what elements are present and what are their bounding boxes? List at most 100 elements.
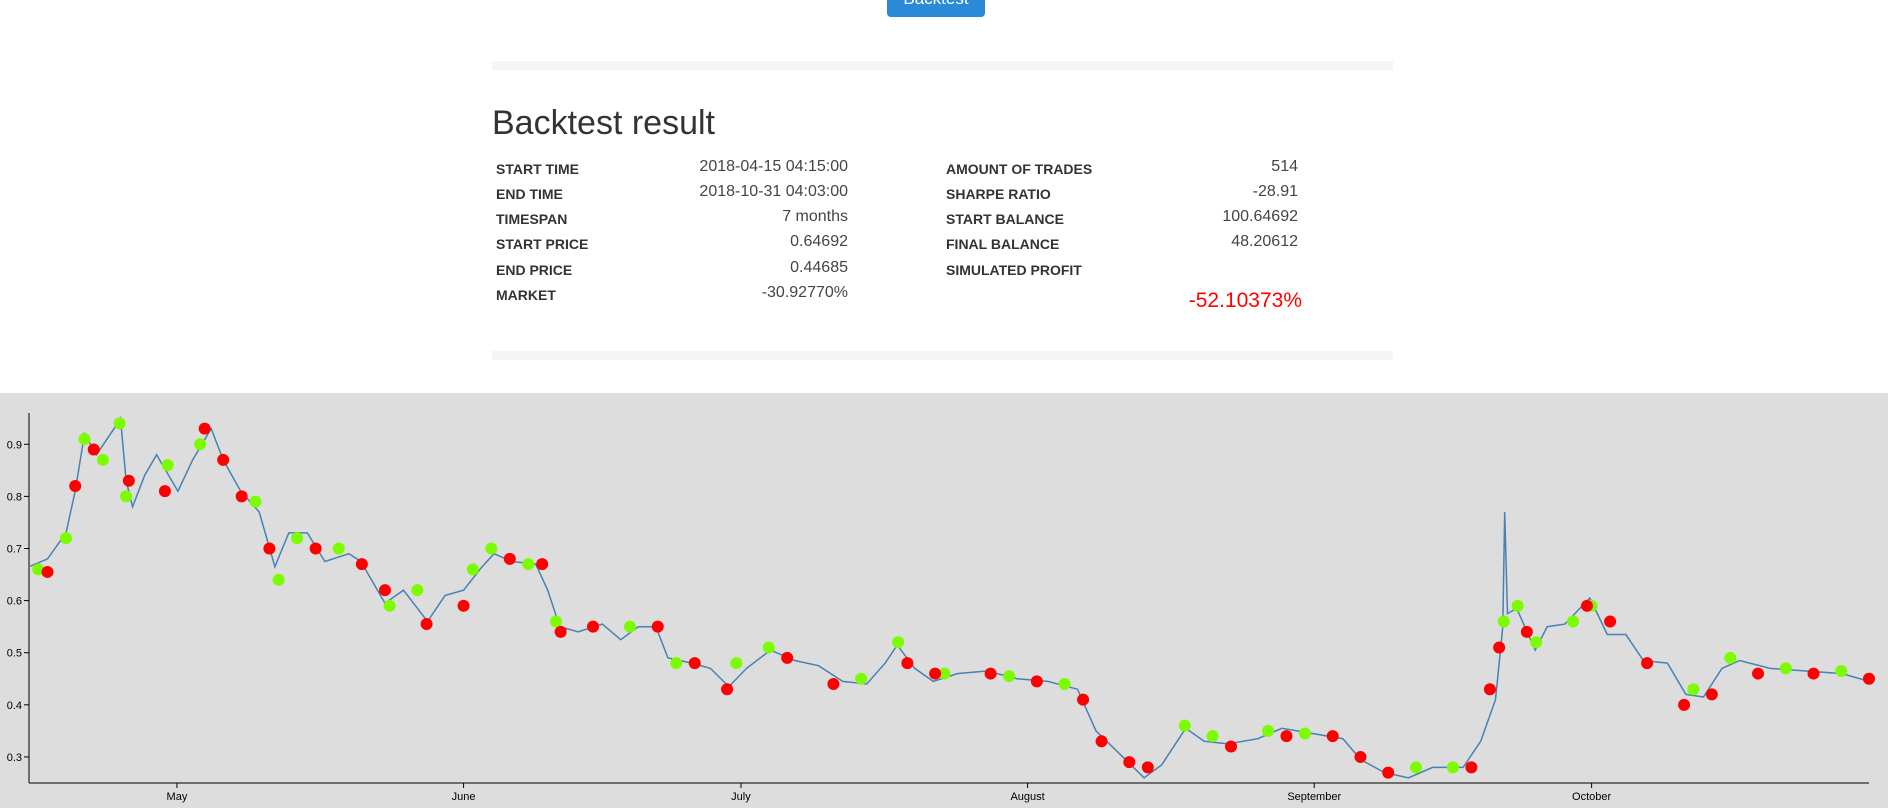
stat-label: END TIME [496, 186, 563, 202]
x-tick-label: May [167, 791, 188, 803]
y-tick-label: 0.9 [7, 439, 22, 451]
trade-marker [624, 620, 637, 633]
trade-marker [762, 641, 775, 654]
trade-marker [32, 563, 45, 576]
stat-label: END PRICE [496, 262, 573, 278]
divider [492, 61, 1393, 70]
y-tick-label: 0.7 [7, 543, 22, 555]
trade-marker [272, 573, 285, 586]
trade-marker [113, 417, 126, 430]
trade-marker [457, 599, 470, 612]
trade-marker [1678, 698, 1691, 711]
trade-marker [901, 657, 914, 670]
chart-bg [0, 393, 1888, 808]
trade-marker [550, 615, 563, 628]
stat-label: START TIME [496, 161, 579, 177]
trade-marker [198, 422, 211, 435]
trade-marker [355, 558, 368, 571]
trade-marker [1567, 615, 1580, 628]
chart: 0.3 0.4 0.5 0.6 0.7 0.8 0.9 May June July August Se… [0, 393, 1888, 808]
trade-marker [1326, 730, 1339, 743]
y-tick-label: 0.3 [7, 752, 22, 764]
stat-value: 2018-10-31 04:03:00 [699, 183, 848, 200]
trade-marker [249, 495, 262, 508]
stat-value: 0.44685 [790, 259, 848, 276]
backtest-button[interactable]: Backtest [887, 0, 985, 17]
trade-marker [1058, 677, 1071, 690]
trade-marker [41, 565, 54, 578]
trade-marker [383, 599, 396, 612]
trade-marker [651, 620, 664, 633]
trade-marker [217, 453, 230, 466]
trade-marker [1511, 599, 1524, 612]
x-tick-label: August [1010, 791, 1044, 803]
stat-value: -30.92770% [761, 284, 848, 301]
trade-marker [1178, 719, 1191, 732]
stat-value: 100.64692 [1222, 208, 1298, 225]
stat-label: TIMESPAN [496, 211, 568, 227]
trade-marker [1641, 657, 1654, 670]
trade-marker [1493, 641, 1506, 654]
stat-value: 2018-04-15 04:15:00 [699, 158, 848, 175]
stat-value: 48.20612 [1231, 233, 1298, 250]
trade-marker [120, 490, 133, 503]
trade-marker [1752, 667, 1765, 680]
trade-marker [1123, 756, 1136, 769]
trade-marker [235, 490, 248, 503]
trade-marker [1261, 724, 1274, 737]
trade-marker [1835, 664, 1848, 677]
trade-marker [1497, 615, 1510, 628]
trade-marker [688, 657, 701, 670]
stat-label: SHARPE RATIO [946, 186, 1051, 202]
trade-marker [1280, 730, 1293, 743]
trade-marker [1724, 651, 1737, 664]
trade-marker [536, 558, 549, 571]
trade-marker [1141, 761, 1154, 774]
trade-marker [1580, 599, 1593, 612]
trade-marker [1687, 683, 1700, 696]
trade-marker [59, 532, 72, 545]
trade-marker [1483, 683, 1496, 696]
profit: -52.10373% [1188, 289, 1302, 312]
stat-label: SIMULATED PROFIT [946, 262, 1082, 278]
trade-marker [1030, 675, 1043, 688]
trade-marker [554, 625, 567, 638]
divider [492, 351, 1393, 360]
trade-marker [1530, 636, 1543, 649]
trade-marker [1354, 750, 1367, 763]
trade-marker [411, 584, 424, 597]
stat-label: AMOUNT OF TRADES [946, 161, 1093, 177]
y-tick-label: 0.5 [7, 648, 22, 660]
trade-marker [1095, 735, 1108, 748]
trade-marker [161, 459, 174, 472]
trade-marker [194, 438, 207, 451]
trade-marker [378, 584, 391, 597]
x-tick-label: June [452, 791, 476, 803]
trade-marker [721, 683, 734, 696]
trade-marker [1409, 761, 1422, 774]
x-tick-label: July [731, 791, 751, 803]
trade-marker [1520, 625, 1533, 638]
trade-marker [1446, 761, 1459, 774]
trade-marker [1604, 615, 1617, 628]
trade-marker [122, 474, 135, 487]
x-tick-label: September [1287, 791, 1341, 803]
trade-marker [78, 433, 91, 446]
y-tick-label: 0.6 [7, 596, 22, 608]
stat-value: -28.91 [1252, 183, 1298, 200]
trade-marker [730, 657, 743, 670]
stat-label: START BALANCE [946, 211, 1064, 227]
trade-marker [291, 532, 304, 545]
trade-marker [503, 552, 516, 565]
trade-marker [69, 479, 82, 492]
trade-marker [1807, 667, 1820, 680]
trade-marker [855, 672, 868, 685]
stat-value: 0.64692 [790, 233, 848, 250]
trade-marker [466, 563, 479, 576]
y-tick-label: 0.8 [7, 491, 22, 503]
trade-marker [938, 667, 951, 680]
trade-marker [1003, 670, 1016, 683]
trade-marker [1077, 693, 1090, 706]
stat-value: 514 [1271, 158, 1298, 175]
stat-value: 7 months [782, 208, 848, 225]
